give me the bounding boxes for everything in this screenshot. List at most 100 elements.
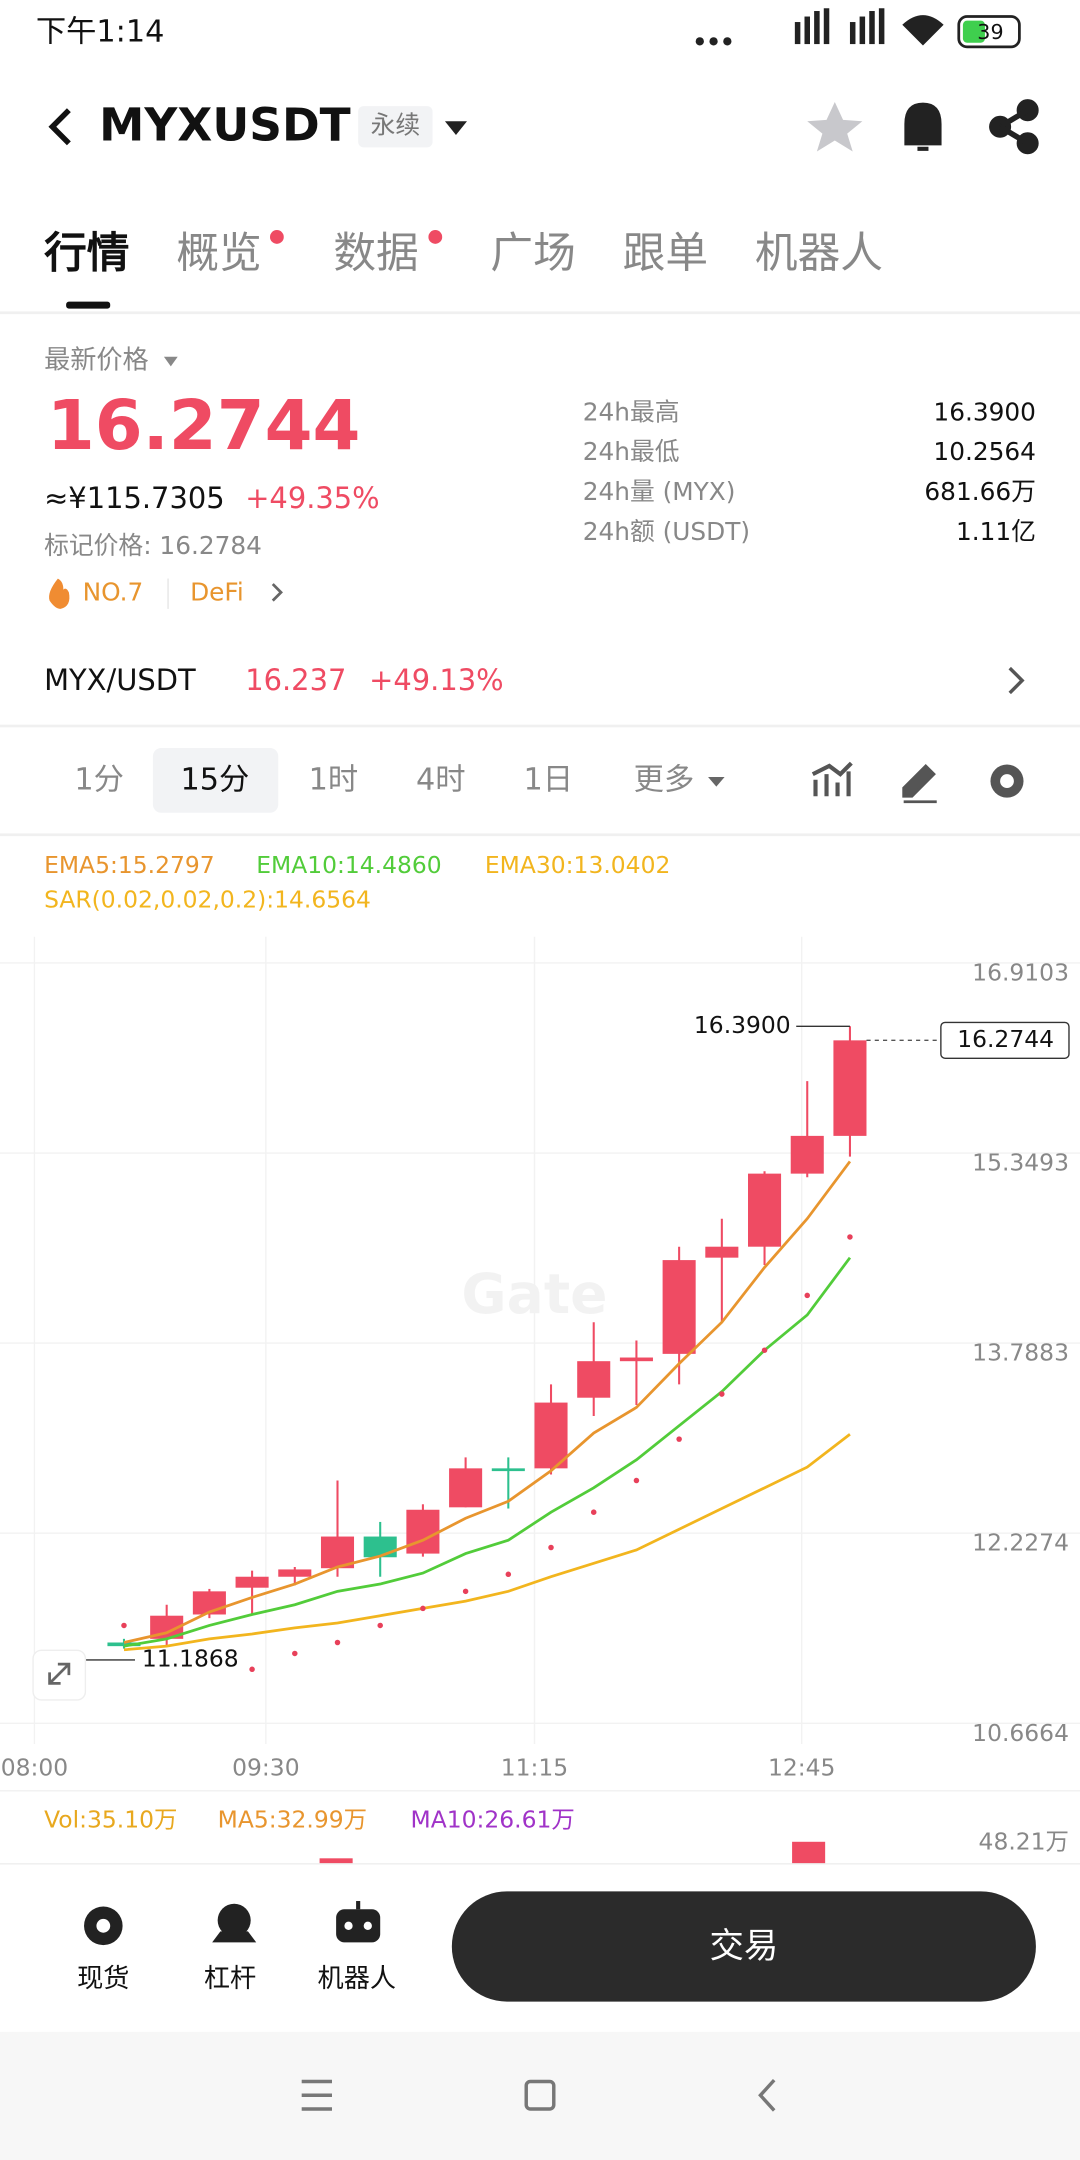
spot-icon	[84, 1906, 123, 1946]
tab-indicator	[66, 301, 111, 309]
symbol-title: MYXUSDT	[99, 99, 350, 152]
symbol-dropdown[interactable]	[444, 121, 467, 135]
tab[interactable]: 广场	[490, 229, 575, 279]
bottom-item[interactable]: 杠杆	[204, 1964, 256, 1994]
price-change: +49.35%	[245, 481, 379, 515]
mark-price: 标记价格: 16.2784	[44, 531, 262, 560]
x-tick-label: 09:30	[232, 1753, 299, 1781]
rank[interactable]: NO.7	[83, 578, 144, 607]
pair-name[interactable]: MYX/USDT	[44, 663, 196, 697]
candle-body	[406, 1509, 440, 1554]
volume-legend: Vol:35.10万	[44, 1806, 177, 1834]
sar-dot	[676, 1436, 682, 1442]
sar-dot	[292, 1650, 298, 1657]
pair-arrow[interactable]	[1008, 666, 1025, 695]
interval[interactable]: 15分	[180, 763, 249, 798]
tab-badge	[428, 230, 443, 244]
candle-body	[662, 1260, 696, 1354]
y-tick-label: 10.6664	[972, 1719, 1069, 1747]
cny-price: ≈¥115.7305	[44, 481, 225, 515]
bottom-item[interactable]: 现货	[77, 1964, 129, 1994]
candle-body	[619, 1357, 653, 1362]
sar-dot	[377, 1622, 383, 1629]
stats: 24h最高 16.3900 24h最低 10.2564 24h量 (MYX) 681.66…	[583, 397, 1036, 546]
candle-body	[534, 1402, 568, 1469]
candle-body	[278, 1569, 312, 1577]
tab-badge	[270, 230, 284, 244]
last-price-label: 16.2744	[957, 1025, 1054, 1053]
candle-body	[748, 1173, 782, 1247]
sar-dot	[420, 1605, 426, 1612]
status-icons	[695, 8, 1021, 49]
sar-dot	[847, 1234, 853, 1240]
candle-body	[705, 1246, 739, 1258]
sar-dot	[548, 1544, 554, 1551]
interval[interactable]: 1时	[309, 763, 359, 798]
kline-chart[interactable]: 16.9103 15.3493 13.7883 12.2274 10.6664 16.39…	[0, 936, 1080, 1747]
low-label: 11.1868	[142, 1644, 239, 1672]
volume-bar-partial	[792, 1841, 826, 1864]
pair-change: +49.13%	[369, 663, 503, 697]
tag-bg	[358, 106, 433, 148]
sar-dot	[121, 1622, 127, 1629]
settings-button[interactable]	[990, 764, 1024, 798]
tab[interactable]: 行情	[44, 229, 129, 279]
share-button[interactable]	[989, 99, 1039, 155]
sar-dot	[462, 1588, 469, 1595]
trade-button[interactable]	[451, 1891, 1036, 2002]
tab[interactable]: 跟单	[623, 229, 708, 279]
tab[interactable]: 机器人	[755, 229, 883, 279]
sar-dot	[804, 1292, 810, 1299]
interval[interactable]: 更多	[634, 763, 695, 798]
interval[interactable]: 1日	[523, 763, 573, 798]
pair-price: 16.237	[245, 663, 346, 697]
price-label[interactable]: 最新价格	[44, 345, 149, 375]
candle-body	[491, 1468, 525, 1472]
nav-bar	[0, 2031, 1080, 2160]
battery-level: 39	[977, 20, 1003, 44]
tab[interactable]: 概览	[176, 229, 261, 279]
candle-body	[150, 1615, 184, 1639]
back-button[interactable]	[48, 108, 71, 146]
sector[interactable]: DeFi	[190, 578, 244, 607]
nav-menu[interactable]	[301, 2079, 332, 2111]
draw-button[interactable]	[902, 763, 937, 804]
sar-dot	[334, 1639, 341, 1646]
volume-ma10: MA10:26.61万	[411, 1806, 575, 1834]
contract-tag: 永续	[371, 111, 421, 140]
ema-legend: EMA5:15.2797	[44, 851, 215, 879]
interval[interactable]: 1分	[74, 763, 124, 798]
indicator-button[interactable]	[811, 761, 853, 797]
x-tick-label: 12:45	[768, 1753, 835, 1781]
trade-button-label[interactable]: 交易	[709, 1926, 778, 1966]
fullscreen-icon	[48, 1662, 71, 1685]
candle-body	[363, 1536, 397, 1558]
sar-dot	[590, 1509, 597, 1515]
candle-body	[790, 1135, 824, 1174]
status-time: 下午1:14	[36, 15, 165, 50]
sar-dot	[719, 1391, 725, 1397]
stat-value: 681.66万	[924, 477, 1036, 506]
volume-axis-label: 48.21万	[979, 1828, 1069, 1856]
last-price: 16.2744	[47, 386, 361, 466]
favorite-button[interactable]	[807, 101, 863, 152]
alert-button[interactable]	[904, 102, 942, 151]
x-tick-label: 08:00	[1, 1753, 68, 1781]
nav-back[interactable]	[758, 2078, 776, 2112]
y-tick-label: 13.7883	[972, 1339, 1069, 1367]
stat-label: 24h最高	[583, 397, 680, 426]
tab[interactable]: 数据	[333, 229, 418, 279]
bot-icon	[336, 1901, 381, 1943]
y-tick-label: 12.2274	[972, 1529, 1069, 1557]
more-arrow	[708, 776, 725, 787]
stat-label: 24h额 (USDT)	[583, 517, 750, 546]
interval[interactable]: 4时	[416, 763, 466, 798]
sar-dot	[249, 1666, 255, 1673]
stat-value: 1.11亿	[956, 517, 1036, 546]
ema-line	[123, 1433, 851, 1652]
bottom-item[interactable]: 机器人	[318, 1964, 396, 1994]
ema-line	[123, 1256, 852, 1648]
nav-home[interactable]	[524, 2079, 556, 2111]
